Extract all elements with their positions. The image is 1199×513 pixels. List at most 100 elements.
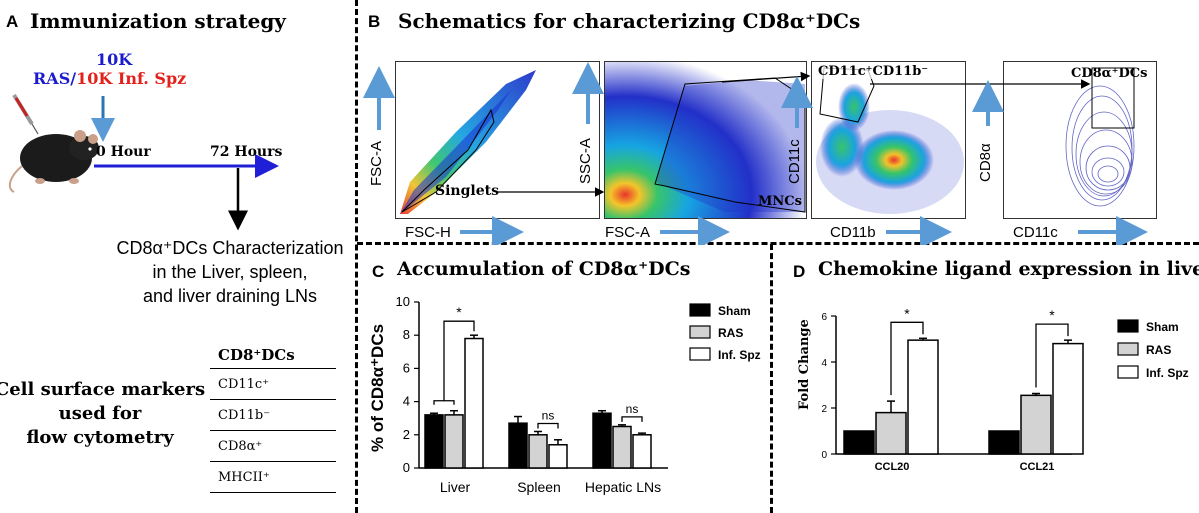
significance-bracket — [890, 321, 924, 396]
legend-label: Sham — [1146, 320, 1179, 334]
plot4-ylabel: CD8α — [977, 143, 994, 182]
y-tick-label: 0 — [821, 450, 827, 461]
category-label: Hepatic LNs — [585, 479, 661, 495]
legend-label: RAS — [1146, 343, 1171, 357]
chart-d: 0 2 4 6 CCL20 * CCL21 * Sham RAS Inf. Spz — [821, 305, 1189, 473]
panel-b-arrows — [363, 62, 1148, 245]
panel-c-title: Accumulation of CD8α⁺DCs — [397, 258, 691, 280]
plot3-ylabel: CD11c — [786, 139, 803, 184]
hour-0-label: 0 Hour — [96, 144, 151, 160]
bar-inf-spz-ccl21 — [1052, 342, 1084, 455]
marker-row-cd11b: CD11b⁻ — [210, 399, 336, 431]
legend-label: Inf. Spz — [1146, 366, 1189, 380]
legend-swatch-ras — [1117, 342, 1139, 356]
legend-swatch-sham — [689, 303, 711, 317]
y-tick-label: 6 — [821, 312, 827, 323]
singlets-density — [400, 70, 536, 214]
gate-mncs-label: MNCs — [758, 194, 802, 209]
y-tick-label: 2 — [821, 404, 827, 415]
panel-c-ylabel: % of CD8α⁺DCs — [368, 323, 387, 452]
y-tick-label: 8 — [403, 327, 410, 342]
chart-c: 0 2 4 6 8 10 Liver * Spleen ns Hepatic LNs ns Sham RA… — [396, 294, 761, 495]
gate-cd8a-label: CD8α⁺DCs — [1071, 66, 1148, 81]
panel-d-letter: D — [793, 262, 806, 281]
significance-bracket — [443, 320, 475, 401]
ras-label: RAS/ — [33, 69, 77, 88]
cd8a-contour — [1065, 67, 1135, 207]
bar-inf-spz-ccl20 — [907, 339, 939, 455]
legend-swatch-inf-spz — [689, 347, 711, 361]
plot4-xlabel: CD11c — [1013, 224, 1058, 241]
marker-row-mhcii: MHCII⁺ — [210, 461, 336, 493]
characterization-line-2: in the Liver, spleen, — [152, 262, 308, 282]
plot1-xlabel: FSC-H — [405, 224, 451, 241]
inf-spz-label: 10K Inf. Spz — [76, 69, 187, 88]
bar-sham-ccl20 — [843, 430, 875, 455]
significance-label: * — [456, 304, 462, 320]
plot3-xlabel: CD11b — [830, 224, 876, 241]
divider-b-cd — [357, 242, 1199, 245]
arrow-mncs-to-cd11c — [721, 71, 811, 83]
bar-sham-ccl21 — [988, 430, 1020, 455]
gate-cd11c-label: CD11c⁺CD11b⁻ — [818, 64, 929, 79]
bar-sham-liver — [424, 414, 444, 469]
legend-label: Inf. Spz — [718, 348, 761, 362]
markers-heading-line-2: used for — [58, 403, 142, 424]
y-tick-label: 4 — [403, 394, 410, 409]
legend-label: RAS — [718, 326, 743, 340]
bar-ras-hepatic-lns — [612, 425, 632, 469]
panel-d-title: Chemokine ligand expression in liver — [818, 258, 1199, 280]
significance-label: ns — [626, 402, 639, 416]
markers-heading-line-1: Cell surface markers — [0, 379, 206, 400]
significance-bracket — [621, 416, 643, 422]
characterization-line-3: and liver draining LNs — [142, 286, 318, 306]
bar-inf-spz-spleen — [548, 444, 568, 469]
mouse-syringe-illustration — [8, 93, 99, 193]
flow-plot-cd8a-cd11c — [1003, 61, 1157, 219]
dose-label: 10K — [96, 50, 133, 69]
legend-swatch-inf-spz — [1117, 365, 1139, 379]
panel-a-title: Immunization strategy — [30, 9, 286, 33]
panel-c-letter: C — [372, 262, 385, 281]
y-tick-label: 0 — [403, 460, 410, 475]
legend-swatch-ras — [689, 325, 711, 339]
y-tick-label: 10 — [396, 294, 410, 309]
panel-a-letter: A — [6, 12, 19, 31]
legend-label: Sham — [718, 304, 751, 318]
marker-row-cd11c: CD11c⁺ — [210, 368, 336, 400]
bar-ras-spleen — [528, 434, 548, 469]
marker-table-header: CD8⁺DCs — [210, 342, 336, 369]
timeline-diagram — [8, 93, 279, 231]
significance-label: * — [904, 305, 910, 321]
category-label: Spleen — [517, 479, 561, 495]
y-tick-label: 2 — [403, 427, 410, 442]
divider-c-d — [770, 244, 773, 513]
bar-ras-ccl20 — [875, 411, 907, 455]
significance-label: ns — [542, 408, 555, 422]
category-label: CCL21 — [1020, 461, 1055, 473]
characterization-line-1: CD8α⁺DCs Characterization — [116, 238, 344, 258]
significance-label: * — [1049, 307, 1055, 323]
bar-sham-spleen — [508, 422, 528, 469]
panel-d-ylabel: Fold Change — [797, 319, 812, 410]
significance-bracket — [537, 422, 559, 429]
flow-plot-mncs — [604, 61, 807, 219]
bar-inf-spz-liver — [464, 337, 484, 469]
mncs-density — [605, 62, 806, 218]
category-label: CCL20 — [875, 461, 910, 473]
panel-a: A Immunization strategy 10K RAS/10K Inf.… — [0, 0, 352, 513]
panel-b-letter: B — [368, 12, 381, 31]
y-tick-label: 6 — [403, 360, 410, 375]
bar-ras-ccl21 — [1020, 394, 1052, 455]
group-labels: RAS/10K Inf. Spz — [33, 69, 186, 88]
plot2-ylabel: SSC-A — [577, 138, 594, 184]
category-label: Liver — [440, 479, 471, 495]
legend-swatch-sham — [1117, 319, 1139, 333]
flow-plot-singlets — [395, 61, 600, 219]
bar-inf-spz-hepatic-lns — [632, 434, 652, 469]
bar-ras-liver — [444, 414, 464, 469]
markers-heading-line-3: flow cytometry — [26, 427, 174, 448]
y-tick-label: 4 — [821, 358, 827, 369]
plot1-ylabel: FSC-A — [368, 141, 385, 186]
gate-singlets-label: Singlets — [435, 183, 499, 199]
